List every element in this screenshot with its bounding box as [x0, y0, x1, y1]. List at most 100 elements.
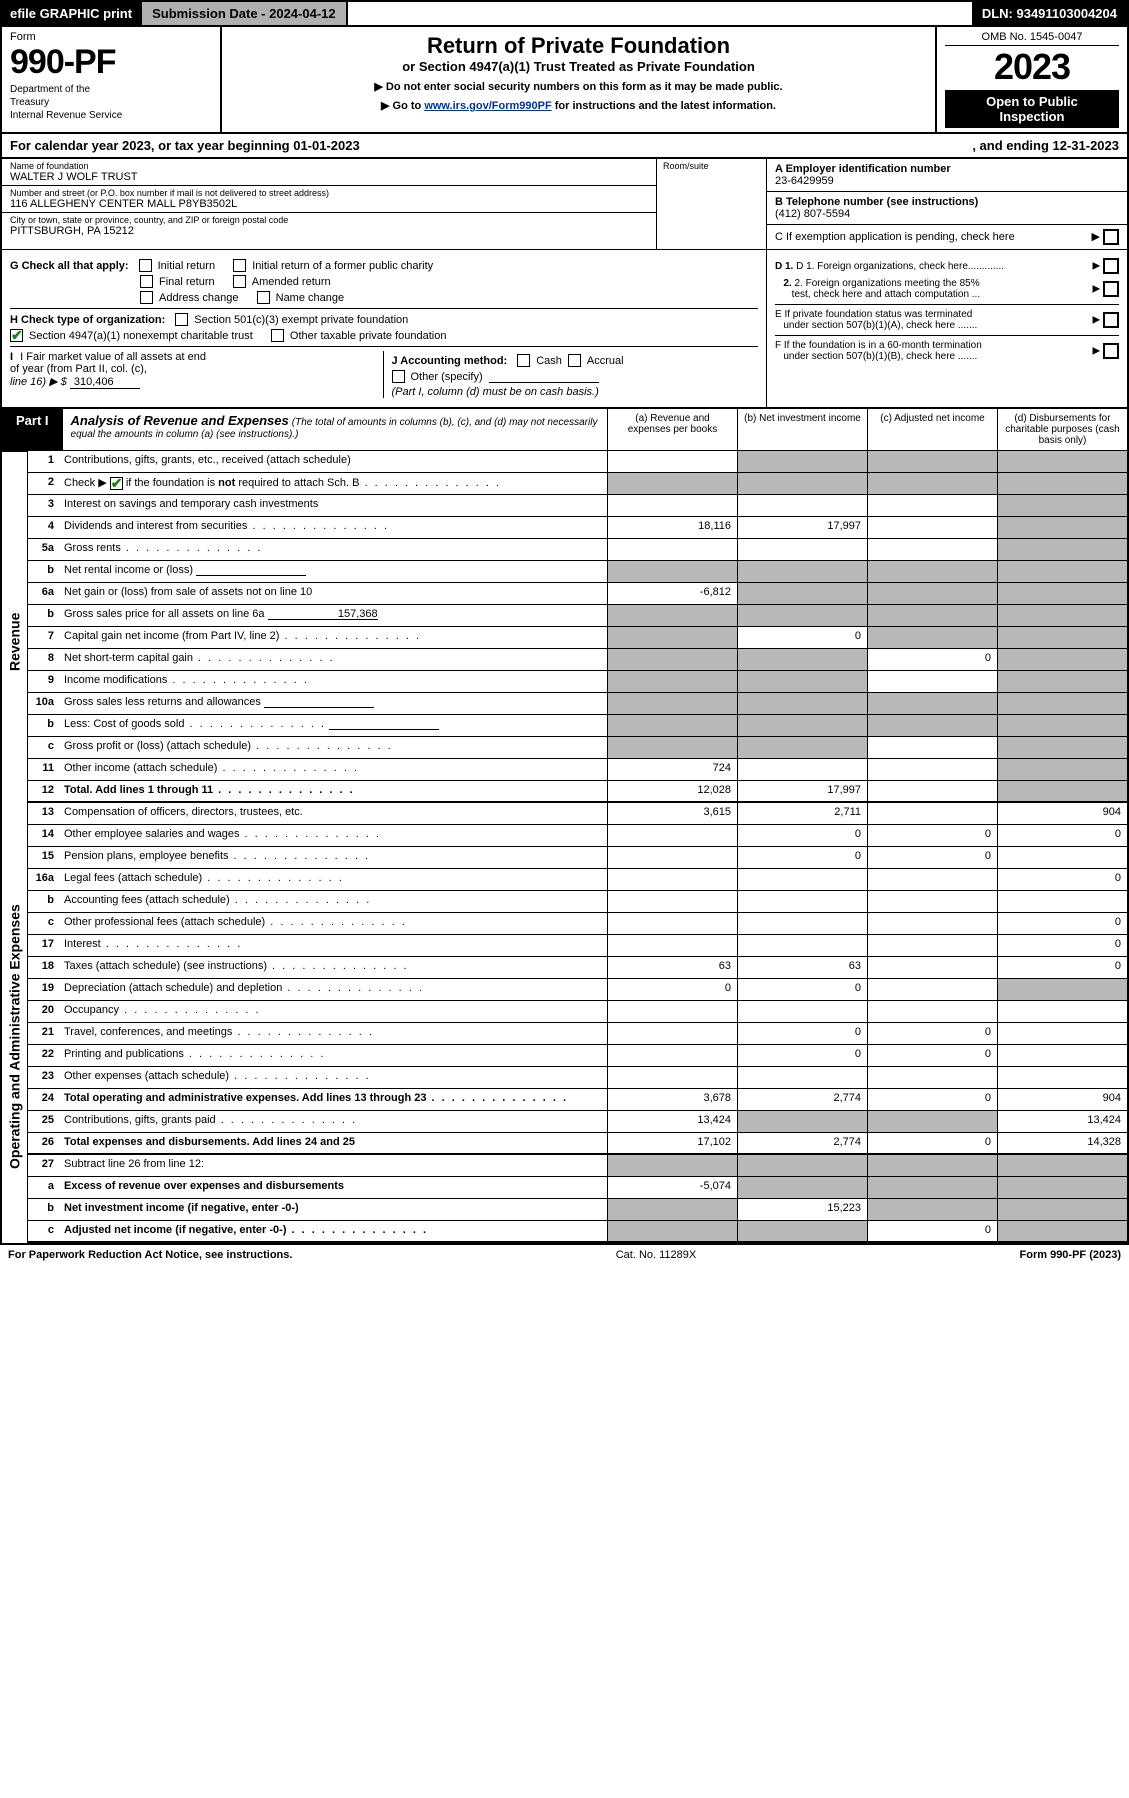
cell-c: [867, 1067, 997, 1088]
line-number: b: [28, 605, 60, 626]
g-name-change-chk[interactable]: [257, 291, 270, 304]
f-checkbox[interactable]: [1103, 343, 1119, 359]
table-row: 20Occupancy: [28, 1001, 1127, 1023]
j-other-chk[interactable]: [392, 370, 405, 383]
cell-a: [607, 1023, 737, 1044]
header-left: Form 990-PF Department of the Treasury I…: [2, 27, 222, 132]
h-4947-chk[interactable]: [10, 329, 23, 342]
cell-d: [997, 891, 1127, 912]
table-row: 4Dividends and interest from securities1…: [28, 517, 1127, 539]
h-501c3-chk[interactable]: [175, 313, 188, 326]
cell-d: [997, 649, 1127, 670]
cell-b: [737, 891, 867, 912]
cell-c: [867, 737, 997, 758]
cell-d: 904: [997, 803, 1127, 824]
d2-checkbox[interactable]: [1103, 281, 1119, 297]
cell-a: [607, 671, 737, 692]
j-accrual: Accrual: [587, 355, 624, 367]
period-row: For calendar year 2023, or tax year begi…: [2, 134, 1127, 159]
cell-a: [607, 869, 737, 890]
dln-value: 93491103004204: [1016, 6, 1117, 21]
cell-c: [867, 891, 997, 912]
exemption-checkbox[interactable]: [1103, 229, 1119, 245]
g-amended-chk[interactable]: [233, 275, 246, 288]
cell-d: [997, 605, 1127, 626]
cell-d: [997, 473, 1127, 494]
line-text: Less: Cost of goods sold: [60, 715, 607, 736]
d2-row: 2. 2. Foreign organizations meeting the …: [775, 278, 1119, 300]
table-row: cOther professional fees (attach schedul…: [28, 913, 1127, 935]
g-initial-return-chk[interactable]: [139, 259, 152, 272]
table-row: 11Other income (attach schedule)724: [28, 759, 1127, 781]
line-number: 2: [28, 473, 60, 494]
cell-a: -5,074: [607, 1177, 737, 1198]
cell-c: 0: [867, 1045, 997, 1066]
cell-c: [867, 1001, 997, 1022]
note-goto: ▶ Go to www.irs.gov/Form990PF for instru…: [230, 99, 927, 112]
line-number: 7: [28, 627, 60, 648]
g-final-return-chk[interactable]: [140, 275, 153, 288]
cell-d: 13,424: [997, 1111, 1127, 1132]
line-text: Net rental income or (loss): [60, 561, 607, 582]
cell-b: 2,711: [737, 803, 867, 824]
cell-c: [867, 539, 997, 560]
schb-checkbox[interactable]: [110, 477, 123, 490]
line-text: Other employee salaries and wages: [60, 825, 607, 846]
h-label: H Check type of organization:: [10, 314, 165, 326]
table-row: 25Contributions, gifts, grants paid13,42…: [28, 1111, 1127, 1133]
cell-c: [867, 979, 997, 1000]
cell-b: [737, 693, 867, 714]
form-header: Form 990-PF Department of the Treasury I…: [2, 27, 1127, 134]
cell-b: 0: [737, 979, 867, 1000]
line-text: Gross sales less returns and allowances: [60, 693, 607, 714]
cell-a: 3,678: [607, 1089, 737, 1110]
name-address-col: Name of foundation WALTER J WOLF TRUST N…: [2, 159, 657, 249]
omb-number: OMB No. 1545-0047: [945, 31, 1119, 46]
line-text: Net short-term capital gain: [60, 649, 607, 670]
line-text: Pension plans, employee benefits: [60, 847, 607, 868]
cell-c: [867, 803, 997, 824]
cell-a: [607, 737, 737, 758]
d1-arrow: ▶: [1093, 258, 1119, 274]
cell-a: [607, 495, 737, 516]
header-right: OMB No. 1545-0047 2023 Open to Public In…: [937, 27, 1127, 132]
g-address-change-chk[interactable]: [140, 291, 153, 304]
table-row: 27Subtract line 26 from line 12:: [28, 1155, 1127, 1177]
g-initial-former-chk[interactable]: [233, 259, 246, 272]
f1-lbl: F If the foundation is in a 60-month ter…: [775, 340, 982, 351]
tax-year: 2023: [945, 46, 1119, 88]
cell-d: 0: [997, 913, 1127, 934]
irs-link[interactable]: www.irs.gov/Form990PF: [424, 100, 551, 112]
line-number: 17: [28, 935, 60, 956]
part1-header: Part I Analysis of Revenue and Expenses …: [2, 409, 1127, 451]
line-text: Contributions, gifts, grants, etc., rece…: [60, 451, 607, 472]
page-footer: For Paperwork Reduction Act Notice, see …: [0, 1245, 1129, 1265]
cell-a: 12,028: [607, 781, 737, 801]
line-text: Printing and publications: [60, 1045, 607, 1066]
line-number: 9: [28, 671, 60, 692]
i-block: I I Fair market value of all assets at e…: [10, 351, 377, 389]
d1-checkbox[interactable]: [1103, 258, 1119, 274]
j-other-line: [489, 371, 599, 383]
cell-b: [737, 473, 867, 494]
cell-d: [997, 979, 1127, 1000]
j-accrual-chk[interactable]: [568, 354, 581, 367]
line-text: Other expenses (attach schedule): [60, 1067, 607, 1088]
city-state-zip: PITTSBURGH, PA 15212: [10, 225, 648, 237]
line-text: Subtract line 26 from line 12:: [60, 1155, 607, 1176]
cell-c: 0: [867, 847, 997, 868]
i-lbl-3: line 16) ▶ $: [10, 376, 67, 388]
cell-c: 0: [867, 1023, 997, 1044]
j-cash-chk[interactable]: [517, 354, 530, 367]
cell-a: [607, 825, 737, 846]
cell-d: [997, 451, 1127, 472]
h-other-taxable-chk[interactable]: [271, 329, 284, 342]
cell-a: [607, 693, 737, 714]
cell-c: [867, 583, 997, 604]
table-row: 26Total expenses and disbursements. Add …: [28, 1133, 1127, 1155]
line-number: 20: [28, 1001, 60, 1022]
topbar-spacer: [348, 2, 972, 25]
table-row: 8Net short-term capital gain0: [28, 649, 1127, 671]
cell-d: [997, 781, 1127, 801]
e-checkbox[interactable]: [1103, 312, 1119, 328]
